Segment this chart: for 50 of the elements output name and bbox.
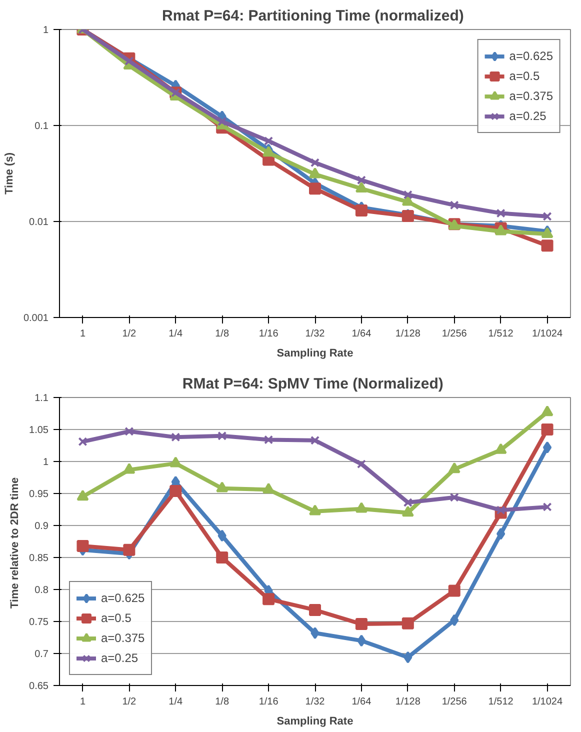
x-tick-label: 1/128 bbox=[395, 696, 421, 708]
x-axis-title: Sampling Rate bbox=[276, 716, 354, 728]
x-tick-label: 1/64 bbox=[352, 696, 372, 708]
y-tick-label: 0.9 bbox=[34, 521, 49, 532]
y-tick-label: 1 bbox=[42, 25, 49, 36]
y-tick-label: 0.001 bbox=[23, 313, 49, 324]
y-tick-label: 0.1 bbox=[34, 121, 49, 132]
y-tick-label: 0.95 bbox=[29, 489, 49, 500]
chart-title: RMat P=64: SpMV Time (Normalized) bbox=[182, 376, 444, 392]
x-tick-label: 1/8 bbox=[215, 696, 230, 708]
x-tick-label: 1 bbox=[80, 696, 86, 708]
x-tick-label: 1/512 bbox=[488, 696, 514, 708]
legend-label: a=0.375 bbox=[101, 631, 145, 645]
x-tick-label: 1/512 bbox=[488, 328, 514, 340]
y-axis-title: Time (s) bbox=[3, 152, 16, 194]
x-tick-label: 1 bbox=[80, 328, 86, 340]
y-tick-label: 1.05 bbox=[29, 425, 49, 436]
x-tick-label: 1/16 bbox=[258, 696, 279, 708]
y-tick-label: 0.65 bbox=[29, 681, 49, 692]
y-tick-label: 0.85 bbox=[29, 553, 49, 564]
x-tick-label: 1/1024 bbox=[532, 696, 564, 708]
x-tick-label: 1/128 bbox=[395, 328, 421, 340]
legend-label: a=0.5 bbox=[101, 611, 132, 625]
x-axis-title: Sampling Rate bbox=[276, 348, 354, 360]
y-tick-label: 1 bbox=[42, 457, 49, 468]
x-tick-label: 1/256 bbox=[442, 696, 468, 708]
x-tick-label: 1/1024 bbox=[532, 328, 564, 340]
legend-label: a=0.375 bbox=[509, 89, 553, 103]
x-tick-label: 1/2 bbox=[122, 328, 137, 340]
x-tick-label: 1/8 bbox=[215, 328, 230, 340]
y-tick-label: 0.7 bbox=[34, 649, 49, 660]
x-tick-label: 1/16 bbox=[258, 328, 279, 340]
x-tick-label: 1/32 bbox=[305, 328, 326, 340]
x-tick-label: 1/4 bbox=[168, 696, 184, 708]
y-tick-label: 1.1 bbox=[34, 393, 49, 404]
x-tick-label: 1/256 bbox=[442, 328, 468, 340]
legend-label: a=0.5 bbox=[509, 69, 540, 83]
legend-label: a=0.625 bbox=[509, 49, 553, 63]
x-tick-label: 1/2 bbox=[122, 696, 137, 708]
chart-title: Rmat P=64: Partitioning Time (normalized) bbox=[162, 8, 464, 24]
legend-label: a=0.25 bbox=[509, 109, 546, 123]
x-tick-label: 1/32 bbox=[305, 696, 326, 708]
y-tick-label: 0.8 bbox=[34, 585, 49, 596]
x-tick-label: 1/4 bbox=[168, 328, 184, 340]
legend-label: a=0.25 bbox=[101, 651, 138, 665]
y-tick-label: 0.01 bbox=[29, 217, 49, 228]
legend-label: a=0.625 bbox=[101, 591, 145, 605]
x-tick-label: 1/64 bbox=[352, 328, 372, 340]
y-axis-title: Time relative to 2DR time bbox=[9, 477, 22, 609]
y-tick-label: 0.75 bbox=[29, 617, 49, 628]
